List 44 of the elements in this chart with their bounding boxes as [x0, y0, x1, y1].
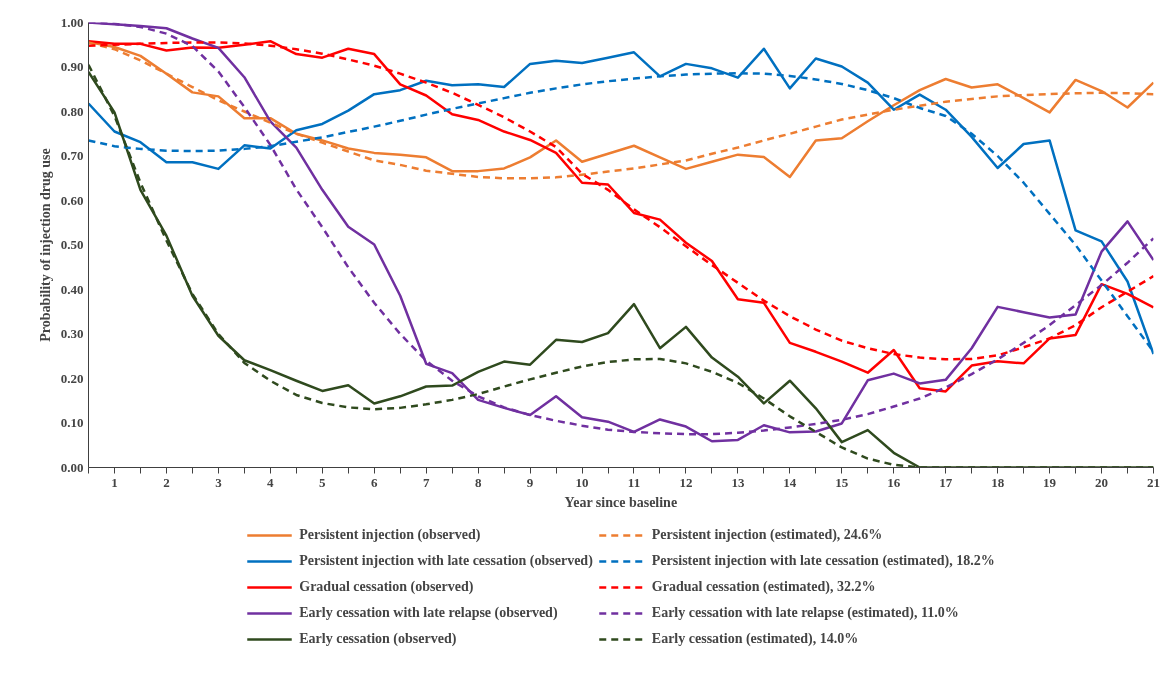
x-tick-label: 12: [679, 474, 693, 490]
y-tick-label: 0.20: [60, 370, 84, 386]
x-tick-label: 10: [575, 474, 589, 490]
legend-label: Persistent injection with late cessation (estimated), 18.2%: [651, 552, 995, 570]
y-axis-title: Probability of injection drug use: [37, 148, 53, 342]
legend-label: Early cessation (estimated), 14.0%: [651, 630, 859, 648]
x-tick-label: 20: [1095, 474, 1109, 490]
y-tick-label: 0.60: [60, 192, 84, 208]
legend-label: Persistent injection with late cessation (observed): [299, 552, 593, 570]
legend-label: Persistent injection (estimated), 24.6%: [651, 526, 883, 544]
x-tick-label: 6: [370, 474, 378, 490]
x-tick-label: 3: [215, 474, 223, 490]
legend-label: Persistent injection (observed): [299, 526, 481, 544]
x-tick-label: 13: [731, 474, 745, 490]
y-tick-label: 0.00: [60, 459, 84, 475]
y-tick-label: 0.90: [60, 59, 84, 74]
x-tick-label: 15: [835, 474, 849, 490]
legend-label: Early cessation (observed): [299, 630, 457, 648]
y-tick-label: 0.80: [60, 103, 84, 119]
x-tick-label: 21: [1147, 474, 1160, 490]
y-tick-label: 1.00: [60, 14, 84, 30]
y-tick-label: 0.70: [60, 148, 84, 163]
x-tick-label: 2: [163, 474, 170, 490]
x-tick-label: 18: [991, 474, 1005, 490]
legend-label: Early cessation with late relapse (observed): [299, 604, 558, 622]
x-tick-label: 19: [1043, 474, 1057, 490]
x-tick-label: 4: [267, 474, 275, 490]
y-tick-label: 0.50: [60, 237, 84, 252]
x-tick-label: 8: [474, 474, 482, 490]
x-tick-label: 16: [887, 474, 901, 490]
x-tick-label: 9: [526, 474, 534, 490]
x-tick-label: 1: [111, 474, 118, 490]
x-tick-label: 11: [627, 474, 641, 490]
x-tick-label: 7: [422, 474, 430, 490]
x-tick-label: 5: [319, 474, 327, 490]
x-axis-title: Year since baseline: [564, 494, 678, 510]
y-tick-label: 0.10: [60, 415, 84, 430]
y-tick-label: 0.40: [60, 281, 84, 297]
legend-label: Gradual cessation (estimated), 32.2%: [651, 578, 876, 596]
legend-label: Early cessation with late relapse (estimated), 11.0%: [651, 604, 959, 622]
x-tick-label: 14: [783, 474, 797, 490]
legend-label: Gradual cessation (observed): [299, 578, 474, 596]
x-tick-label: 17: [939, 474, 953, 490]
y-tick-label: 0.30: [60, 326, 84, 341]
